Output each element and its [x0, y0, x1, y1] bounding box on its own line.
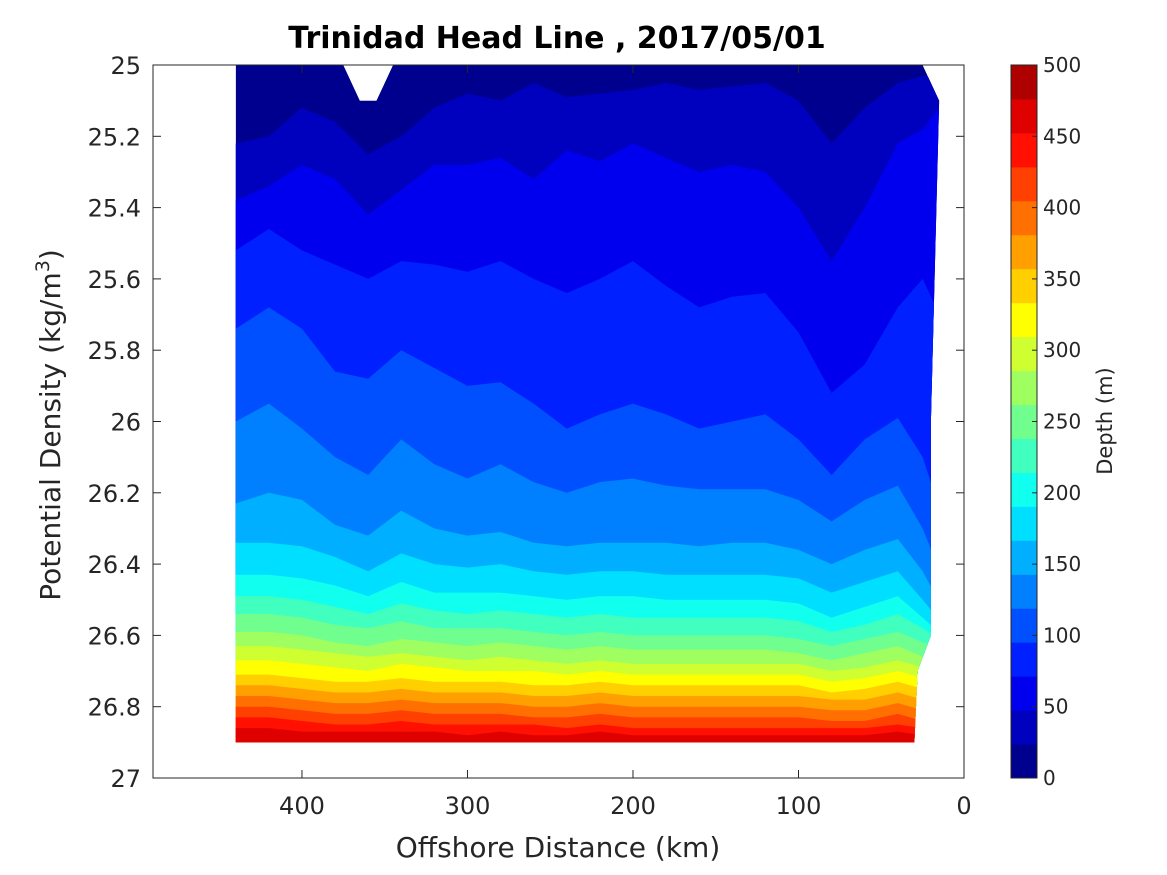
- colorbar-tick-label: 100: [1043, 623, 1081, 647]
- y-tick-label: 25: [110, 52, 141, 80]
- y-tick-label: 25.2: [88, 123, 141, 151]
- colorbar-tick-label: 0: [1043, 766, 1056, 790]
- colorbar-swatch: [1011, 166, 1037, 202]
- colorbar-swatch: [1011, 268, 1037, 304]
- x-tick-label: 300: [445, 792, 491, 820]
- colorbar-swatch: [1011, 234, 1037, 270]
- colorbar-swatch: [1011, 65, 1037, 100]
- colorbar-tick-label: 250: [1043, 410, 1081, 434]
- colorbar-label: Depth (m): [1093, 367, 1117, 474]
- colorbar-swatch: [1011, 744, 1037, 779]
- colorbar-swatch: [1011, 200, 1037, 236]
- colorbar-swatch: [1011, 574, 1037, 609]
- contour-fill-layer: [235, 65, 940, 743]
- colorbar-swatch: [1011, 506, 1037, 541]
- y-tick-label: 25.6: [88, 266, 141, 294]
- y-axis-label-main: Potential Density (kg/m: [34, 272, 67, 601]
- colorbar-tick-label: 150: [1043, 552, 1081, 576]
- colorbar-swatch: [1011, 132, 1037, 168]
- x-tick-label: 0: [956, 792, 971, 820]
- y-tick-label: 26: [110, 409, 141, 437]
- colorbar-swatch: [1011, 370, 1037, 406]
- colorbar-tick-label: 50: [1043, 695, 1068, 719]
- y-axis-label-close: ): [34, 249, 67, 260]
- y-tick-label: 26.2: [88, 480, 141, 508]
- y-axis: 25 25.2 25.4 25.6 25.8 26 26.2 26.4 26.6 26.8 27: [88, 52, 964, 793]
- colorbar-swatch: [1011, 472, 1037, 507]
- x-axis-label: Offshore Distance (km): [396, 831, 721, 864]
- y-axis-label: Potential Density (kg/m3): [32, 249, 67, 601]
- colorbar-tick-label: 450: [1043, 124, 1081, 148]
- colorbar-frame: [1010, 64, 1038, 779]
- y-axis-label-superscript: 3: [32, 260, 54, 272]
- colorbar-tick-label: 400: [1043, 196, 1081, 220]
- y-tick-label: 26.8: [88, 694, 141, 722]
- colorbar: 0 50 100 150 200 250 300 350 400 450 500: [1011, 53, 1081, 790]
- colorbar-swatch: [1011, 336, 1037, 372]
- colorbar-swatch: [1011, 438, 1037, 473]
- colorbar-swatch: [1011, 302, 1037, 338]
- y-tick-label: 25.8: [88, 337, 141, 365]
- colorbar-swatch: [1011, 540, 1037, 575]
- x-tick-label: 100: [776, 792, 822, 820]
- y-tick-label: 25.4: [88, 195, 141, 223]
- y-tick-label: 26.6: [88, 622, 141, 650]
- colorbar-swatch: [1011, 642, 1037, 677]
- x-axis: 400 300 200 100 0: [279, 65, 972, 820]
- colorbar-tick-label: 500: [1043, 53, 1081, 77]
- x-tick-label: 400: [279, 792, 325, 820]
- colorbar-swatch: [1011, 676, 1037, 711]
- y-tick-label: 26.4: [88, 551, 141, 579]
- y-tick-label: 27: [110, 765, 141, 793]
- colorbar-tick-label: 200: [1043, 481, 1081, 505]
- colorbar-swatch: [1011, 608, 1037, 643]
- x-tick-label: 200: [610, 792, 656, 820]
- colorbar-swatch: [1011, 98, 1037, 134]
- chart-title: Trinidad Head Line , 2017/05/01: [288, 21, 825, 56]
- colorbar-tick-label: 350: [1043, 267, 1081, 291]
- colorbar-swatch: [1011, 710, 1037, 745]
- colorbar-tick-label: 300: [1043, 338, 1081, 362]
